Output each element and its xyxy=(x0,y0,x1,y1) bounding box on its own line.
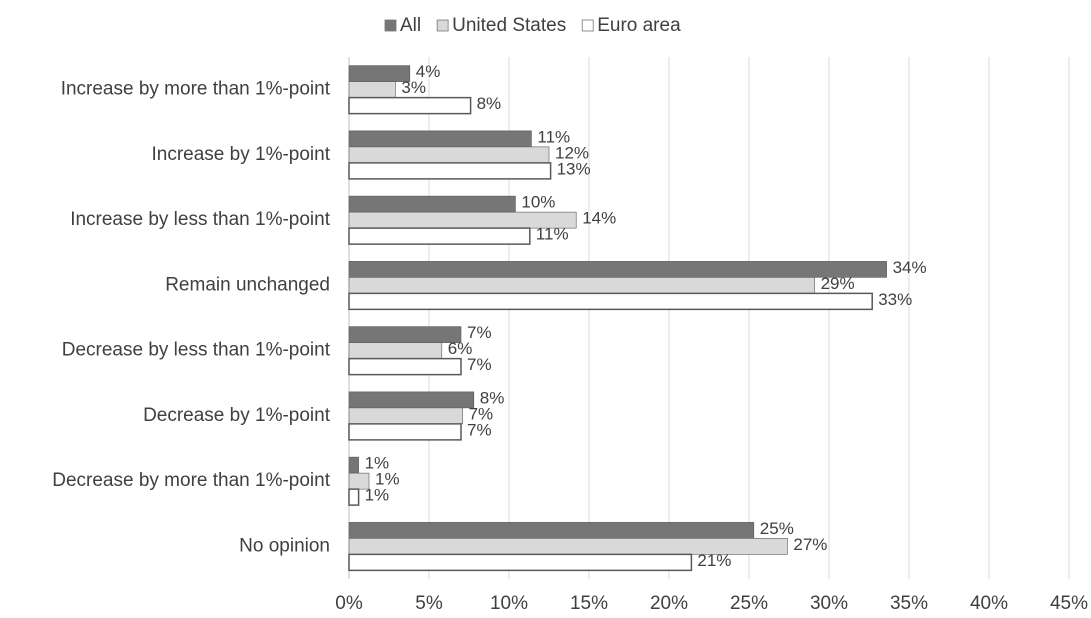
legend-label: United States xyxy=(452,15,566,36)
x-tick-label: 35% xyxy=(890,593,928,613)
value-label: 1% xyxy=(365,486,390,505)
x-tick-label: 0% xyxy=(335,593,363,613)
value-label: 8% xyxy=(480,388,505,407)
value-label: 3% xyxy=(401,78,426,97)
bar xyxy=(348,96,472,115)
legend-swatch xyxy=(384,19,397,32)
value-label: 7% xyxy=(467,355,492,374)
category-label: Increase by 1%-point xyxy=(152,144,331,165)
bar xyxy=(348,407,463,425)
category-label: No opinion xyxy=(239,535,330,556)
bar xyxy=(348,261,887,278)
category-label: Increase by more than 1%-point xyxy=(61,79,331,100)
bar xyxy=(348,162,552,180)
value-label: 14% xyxy=(582,209,616,228)
bar xyxy=(348,81,396,98)
bar xyxy=(348,357,462,376)
bar xyxy=(348,227,531,245)
category-label: Decrease by less than 1%-point xyxy=(62,340,331,361)
bar xyxy=(348,326,462,343)
bar xyxy=(348,146,550,164)
value-label: 4% xyxy=(416,62,441,81)
x-tick-label: 45% xyxy=(1050,593,1088,613)
x-tick-label: 25% xyxy=(730,593,768,613)
value-label: 7% xyxy=(467,420,492,439)
legend-swatch xyxy=(581,19,594,32)
legend-label: All xyxy=(400,15,421,36)
value-label: 1% xyxy=(365,454,390,473)
x-tick-label: 20% xyxy=(650,593,688,613)
x-tick-label: 10% xyxy=(490,593,528,613)
bar xyxy=(348,292,873,311)
bar xyxy=(348,391,475,409)
bar xyxy=(348,522,755,539)
value-label: 7% xyxy=(467,323,492,342)
x-tick-label: 5% xyxy=(415,593,443,613)
value-label: 12% xyxy=(555,143,589,162)
value-label: 10% xyxy=(521,193,555,212)
value-label: 7% xyxy=(469,404,494,423)
bar xyxy=(348,553,693,572)
legend-label: Euro area xyxy=(597,15,681,36)
value-label: 8% xyxy=(477,94,502,113)
x-tick-label: 40% xyxy=(970,593,1008,613)
bar xyxy=(348,456,359,474)
bar xyxy=(348,488,360,506)
legend-swatch xyxy=(436,19,449,32)
category-label: Decrease by 1%-point xyxy=(143,405,331,426)
value-label: 13% xyxy=(557,159,591,178)
value-label: 6% xyxy=(448,339,473,358)
category-label: Remain unchanged xyxy=(165,274,330,295)
x-tick-label: 30% xyxy=(810,593,848,613)
value-label: 25% xyxy=(760,519,794,538)
value-label: 27% xyxy=(793,535,827,554)
value-label: 34% xyxy=(893,258,927,277)
value-label: 33% xyxy=(878,290,912,309)
bar xyxy=(348,130,532,148)
value-label: 11% xyxy=(537,127,570,146)
bar xyxy=(348,195,516,213)
x-tick-label: 15% xyxy=(570,593,608,613)
bar xyxy=(348,423,462,441)
value-label: 11% xyxy=(536,225,569,244)
value-label: 1% xyxy=(375,470,400,489)
category-label: Increase by less than 1%-point xyxy=(70,209,331,230)
bar xyxy=(348,277,815,294)
bar xyxy=(348,342,443,359)
value-label: 21% xyxy=(697,551,731,570)
value-label: 29% xyxy=(821,274,855,293)
category-label: Decrease by more than 1%-point xyxy=(52,470,330,491)
